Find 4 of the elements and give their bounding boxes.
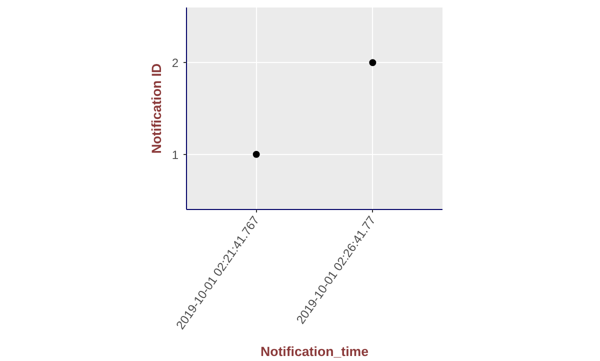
x-axis-title: Notification_time [260,344,369,359]
y-tick-label: 2 [172,56,179,70]
y-axis-title: Notification ID [148,62,164,154]
y-tick-label: 1 [172,148,179,162]
